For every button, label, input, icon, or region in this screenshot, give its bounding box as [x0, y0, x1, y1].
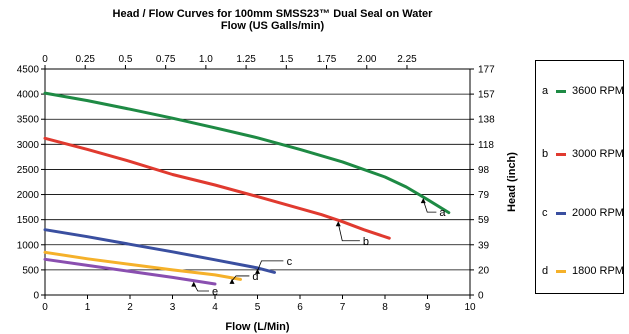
y-tick-label: 4000 — [17, 90, 40, 101]
legend-key: a — [542, 85, 549, 97]
legend-label: 3000 RPM — [572, 148, 624, 160]
annotation-label: a — [439, 207, 446, 219]
top-tick-label: 0.75 — [156, 54, 176, 65]
right-tick-label: 20 — [478, 265, 490, 276]
x-tick-label: 3 — [170, 302, 176, 313]
series-line-b — [43, 136, 391, 240]
legend-key: c — [542, 207, 548, 219]
legend-swatch — [556, 152, 566, 156]
x-tick-label: 2 — [127, 302, 133, 313]
top-tick-label: 0.5 — [118, 54, 132, 65]
legend-item-b: b 3000 RPM — [542, 148, 624, 160]
annotation-arrowhead — [229, 278, 235, 284]
right-tick-label: 59 — [478, 215, 490, 226]
legend-item-d: d 1800 RPM — [542, 265, 624, 277]
top-tick-label: 1.5 — [279, 54, 293, 65]
annotation-leader — [231, 275, 250, 282]
right-tick-label: 98 — [478, 165, 490, 176]
legend-label: 1800 RPM — [572, 265, 624, 277]
top-tick-label: 1.25 — [236, 54, 256, 65]
top-tick-label: 1.75 — [317, 54, 337, 65]
x-tick-label: 7 — [340, 302, 346, 313]
annotation-arrowhead — [420, 198, 426, 204]
y-tick-label: 3500 — [17, 115, 40, 126]
x-tick-label: 8 — [382, 302, 388, 313]
top-axis-title: Flow (US Galls/min) — [220, 20, 325, 32]
annotation-leader — [257, 260, 284, 272]
annotation-arrowhead — [191, 281, 197, 287]
annotation-leader — [193, 283, 209, 292]
x-tick-label: 4 — [212, 302, 218, 313]
right-tick-label: 79 — [478, 190, 490, 201]
x-tick-label: 10 — [464, 302, 476, 313]
annotation-leader — [422, 199, 437, 213]
y-tick-label: 0 — [33, 291, 39, 302]
series-line-e — [43, 257, 217, 286]
right-axis-title: Head (inch) — [506, 152, 518, 212]
top-tick-label: 0.25 — [75, 54, 95, 65]
right-tick-label: 118 — [478, 140, 494, 151]
series-line-c — [43, 228, 276, 274]
top-tick-label: 1.0 — [199, 54, 213, 65]
y-tick-label: 4500 — [17, 65, 40, 76]
y-tick-label: 500 — [22, 265, 39, 276]
legend-label: 3600 RPM — [572, 85, 624, 97]
top-tick-label: 2.25 — [397, 54, 417, 65]
legend-swatch — [556, 269, 566, 273]
annotation-arrowhead — [335, 221, 341, 227]
top-tick-label: 2.00 — [357, 54, 377, 65]
x-tick-label: 9 — [425, 302, 431, 313]
right-tick-label: 39 — [478, 240, 490, 251]
top-tick-label: 0 — [42, 54, 48, 65]
x-tick-label: 6 — [297, 302, 303, 313]
annotation-label: b — [363, 236, 369, 248]
series-line-d — [43, 250, 242, 281]
y-tick-label: 1500 — [17, 215, 40, 226]
x-tick-label: 0 — [42, 302, 48, 313]
legend-label: 2000 RPM — [572, 207, 624, 219]
y-tick-label: 3000 — [17, 140, 40, 151]
annotation-label: e — [212, 286, 218, 298]
series-line-a — [43, 91, 451, 215]
legend-key: b — [542, 148, 549, 160]
x-tick-label: 5 — [255, 302, 261, 313]
annotation-arrowhead — [255, 268, 260, 274]
right-tick-label: 157 — [478, 90, 495, 101]
chart-title: Head / Flow Curves for 100mm SMSS23™ Dua… — [112, 8, 433, 20]
legend-key: d — [542, 265, 549, 277]
x-tick-label: 1 — [85, 302, 91, 313]
y-tick-label: 2000 — [17, 190, 40, 201]
legend-swatch — [556, 89, 566, 93]
y-tick-label: 2500 — [17, 165, 40, 176]
annotation-label: d — [252, 271, 258, 283]
legend-item-c: c 2000 RPM — [542, 207, 624, 219]
annotation-leader — [337, 223, 360, 242]
right-tick-label: 138 — [478, 115, 495, 126]
legend-item-a: a 3600 RPM — [542, 85, 624, 97]
y-tick-label: 1000 — [17, 240, 40, 251]
right-tick-label: 177 — [478, 65, 495, 76]
annotation-label: c — [287, 256, 293, 268]
x-axis-title: Flow (L/Min) — [225, 321, 289, 333]
legend: a 3600 RPM b 3000 RPM c 2000 RPM d 1800 … — [535, 60, 624, 294]
legend-swatch — [556, 211, 566, 215]
right-tick-label: 0 — [478, 291, 484, 302]
